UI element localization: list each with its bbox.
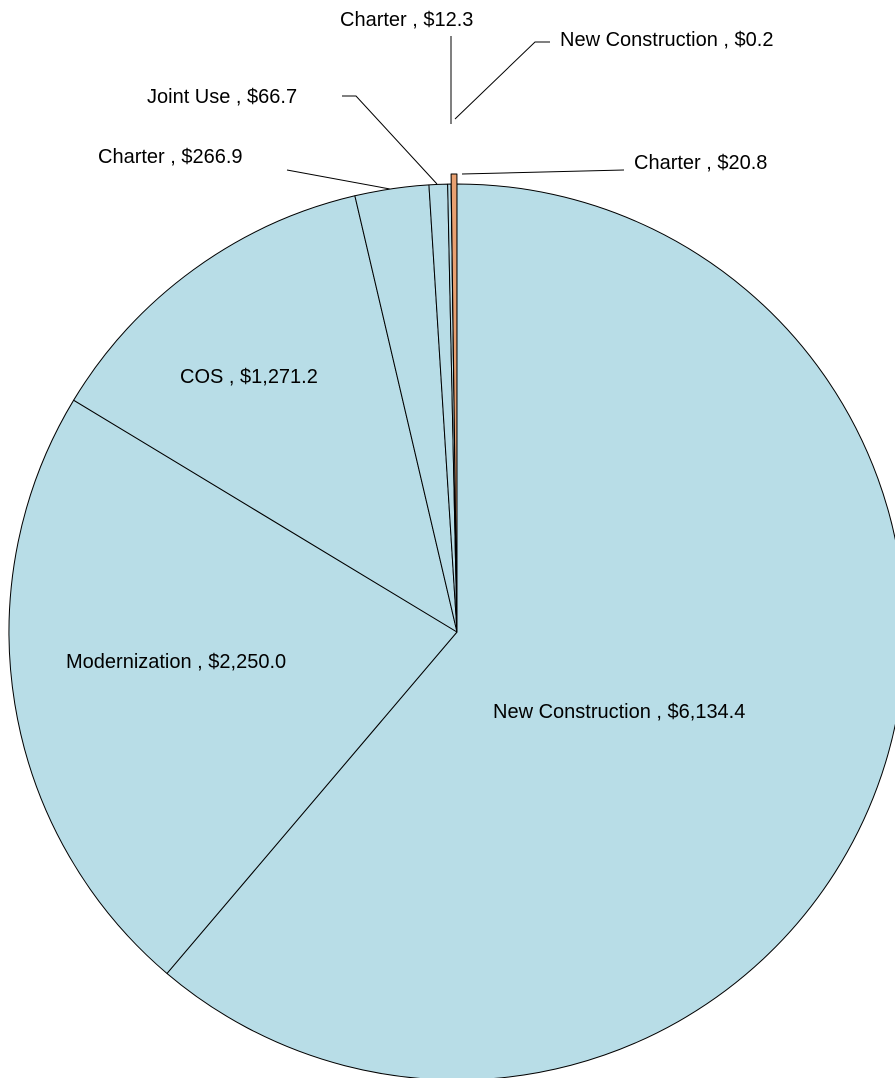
leader-lines (286, 36, 625, 190)
slice-label-modernization: Modernization , $2,250.0 (66, 651, 286, 673)
slice-label-charter-266: Charter , $266.9 (98, 146, 243, 168)
pie-slice-cos-2 (73, 195, 458, 633)
leader-line-7 (461, 169, 625, 175)
pie-slice-charter-7 (450, 173, 458, 623)
pie-slice-modernization-1 (8, 399, 458, 974)
slice-label-cos: COS , $1,271.2 (180, 366, 318, 388)
slice-label-new-construction-main: New Construction , $6,134.4 (493, 701, 745, 723)
pie-slice-new-construction-0 (166, 183, 895, 1078)
leader-line-6 (454, 41, 550, 120)
slice-label-charter-12: Charter , $12.3 (340, 9, 473, 31)
slice-label-new-construction-small: New Construction , $0.2 (560, 29, 773, 51)
slice-label-charter-20: Charter , $20.8 (634, 152, 767, 174)
slice-label-joint-use: Joint Use , $66.7 (147, 86, 297, 108)
pie-slices (8, 173, 895, 1078)
leader-line-3 (286, 169, 391, 190)
slice-labels: New Construction , $6,134.4 Modernizatio… (66, 9, 773, 723)
leader-line-4 (342, 95, 438, 185)
